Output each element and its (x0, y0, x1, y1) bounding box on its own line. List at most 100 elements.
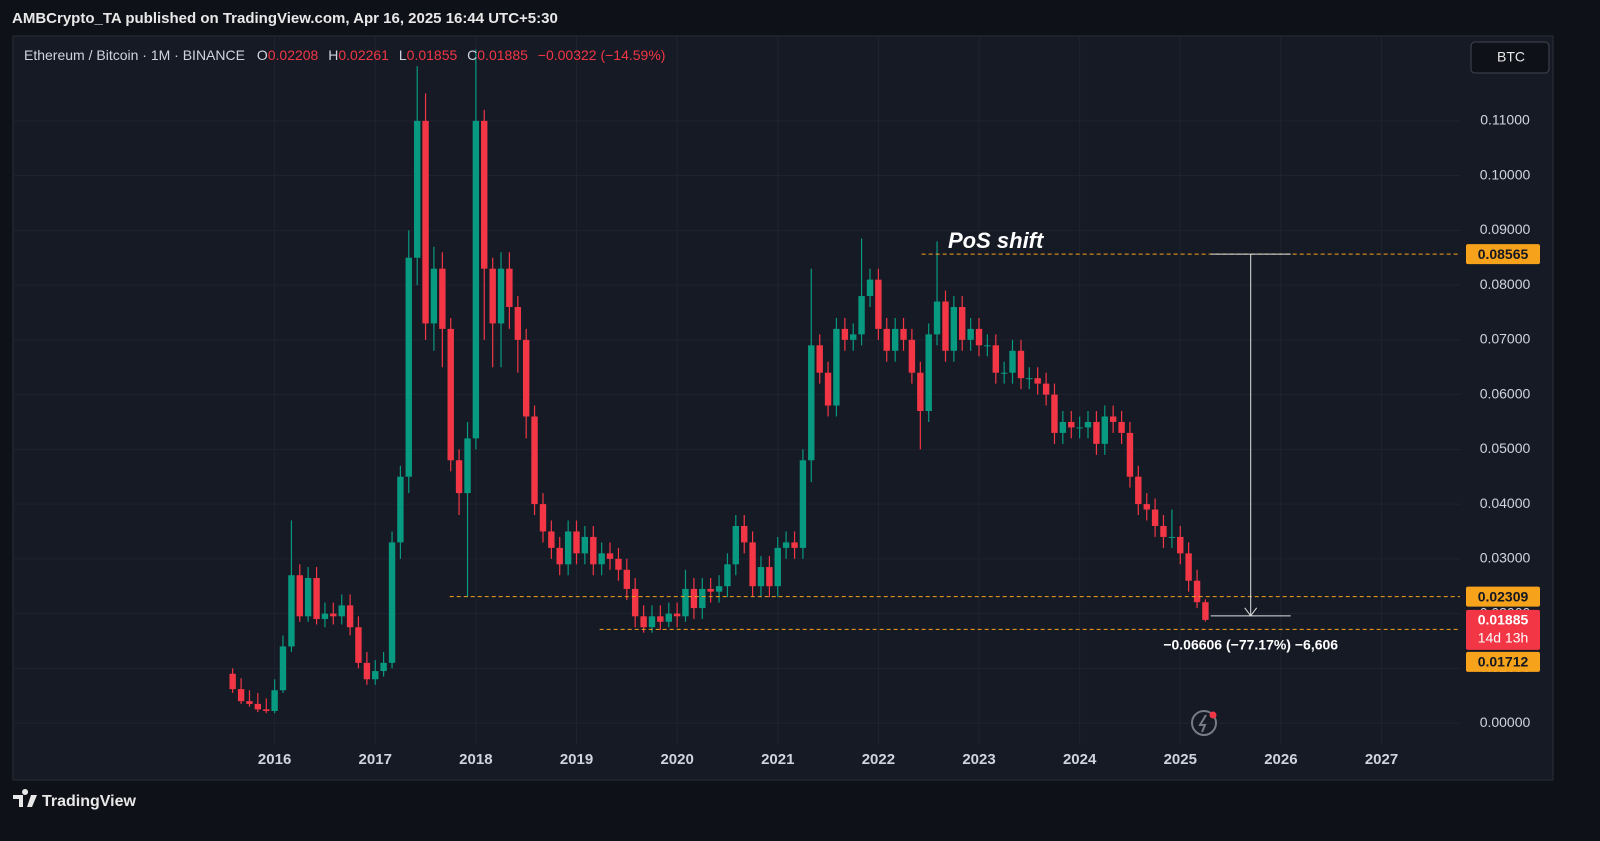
candle-body (841, 328, 849, 340)
candle-body (1202, 602, 1209, 620)
candle-body (380, 662, 387, 672)
candle-body (372, 671, 379, 680)
x-tick-label: 2027 (1365, 751, 1398, 768)
candle-body (925, 334, 932, 412)
candle-body (363, 662, 371, 680)
candle-body (573, 531, 580, 554)
candle-body (766, 567, 773, 587)
brand: TradingView (13, 789, 137, 810)
last-price-box (1466, 609, 1540, 650)
candle-body (1059, 421, 1067, 433)
candle-body (447, 328, 454, 461)
ohlc-value: 0.01855 (407, 47, 458, 63)
candle-body (1151, 509, 1159, 526)
candle-body (397, 476, 404, 543)
candle-body (1042, 383, 1050, 395)
candle-body (271, 690, 278, 712)
candle-body (1068, 421, 1075, 428)
y-tick-label: 0.09000 (1480, 221, 1531, 237)
level-label: 0.08565 (1478, 246, 1529, 262)
candle-body (1118, 421, 1125, 433)
ohlc-letter: C (467, 47, 477, 63)
countdown: 14d 13h (1478, 630, 1529, 646)
level-label: 0.02309 (1478, 588, 1529, 604)
level-label-box (1466, 244, 1540, 265)
candle-body (497, 268, 505, 324)
ohlc-value: 0.02261 (338, 47, 389, 63)
candle-body (1026, 378, 1033, 380)
candle-body (313, 577, 320, 620)
candle-body (1185, 553, 1192, 581)
candle-body (522, 339, 530, 417)
x-tick-label: 2018 (459, 751, 492, 768)
legend-line: Ethereum / Bitcoin · 1M · BINANCE O0.022… (24, 47, 665, 63)
candle-body (254, 703, 262, 710)
ohlc-letter: L (399, 47, 407, 63)
candle-body (564, 531, 572, 565)
currency[interactable]: BTC (1497, 49, 1525, 65)
candle-body (732, 525, 739, 565)
candle-body (1034, 378, 1041, 384)
candle-body (1017, 350, 1025, 379)
candle-body (296, 575, 303, 617)
candle-body (1160, 525, 1167, 537)
candle-body (942, 301, 949, 351)
symbol: Ethereum / Bitcoin · 1M · BINANCE (24, 47, 245, 63)
candle-body (883, 328, 890, 351)
candle-body (875, 279, 882, 329)
candle-body (782, 542, 790, 548)
currency-button[interactable] (1470, 41, 1550, 74)
candle-body (1143, 504, 1150, 510)
y-tick-label: 0.05000 (1480, 440, 1531, 456)
candle-body (673, 613, 681, 617)
candle-body (581, 536, 589, 554)
icon-ring (1191, 710, 1217, 736)
y-tick-label: 0.07000 (1480, 331, 1531, 347)
candle-body (665, 613, 672, 622)
alert-icon[interactable] (1191, 710, 1217, 736)
candles (229, 49, 1209, 714)
candle-body (724, 564, 731, 587)
x-tick-label: 2020 (660, 751, 693, 768)
candle-body (648, 616, 656, 628)
candle-body (263, 709, 270, 712)
candle-body (866, 279, 874, 297)
level-label: 0.01712 (1478, 654, 1529, 670)
candle-body (414, 120, 421, 258)
attribution: AMBCrypto_TA published on TradingView.co… (12, 10, 558, 27)
brand-name: TradingView (42, 793, 137, 810)
candle-body (514, 306, 522, 340)
candle-body (464, 438, 471, 494)
candle-body (707, 588, 714, 592)
brand-logo (13, 789, 37, 807)
y-tick-label: 0.11000 (1480, 112, 1530, 128)
candle-body (631, 588, 639, 617)
x-tick-label: 2024 (1063, 751, 1097, 768)
candle-body (229, 673, 236, 690)
candle-body (699, 588, 706, 609)
x-tick-label: 2025 (1164, 751, 1197, 768)
x-tick-label: 2022 (862, 751, 895, 768)
candle-body (950, 306, 958, 351)
candle-body (606, 553, 614, 559)
candle-body (1000, 372, 1008, 374)
candle-body (992, 345, 1000, 373)
candle-body (388, 542, 396, 663)
ohlc-value: 0.01885 (477, 47, 528, 63)
ohlc-letter: H (328, 47, 338, 63)
candle-body (824, 372, 832, 406)
arrow-head (1244, 607, 1258, 617)
candle-body (472, 120, 480, 439)
candle-body (757, 567, 765, 587)
candle-body (799, 460, 807, 548)
candle-body (1109, 416, 1117, 422)
candle-body (933, 301, 941, 335)
candle-body (556, 547, 563, 565)
candle-body (1135, 476, 1142, 505)
candle-body (908, 339, 916, 373)
icon-bolt (1198, 714, 1207, 733)
y-tick-label: 0.00000 (1480, 714, 1531, 730)
candle-body (1076, 427, 1083, 429)
